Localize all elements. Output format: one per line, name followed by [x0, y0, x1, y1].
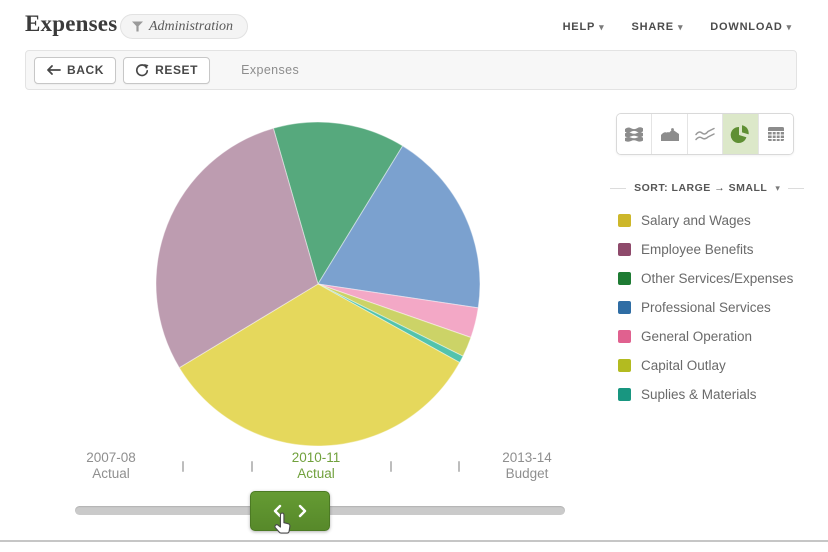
filter-funnel-icon	[132, 21, 143, 32]
left-arrow-icon	[47, 65, 61, 75]
timeline-tick	[182, 461, 184, 472]
timeline-label-2010-11-selected[interactable]: 2010-11 Actual	[292, 450, 341, 482]
timeline-kind: Actual	[297, 466, 335, 481]
legend-item-other-services-expenses[interactable]: Other Services/Expenses	[618, 264, 793, 293]
sort-label: SORT: LARGE → SMALL	[634, 182, 768, 194]
chevron-down-icon: ▾	[599, 21, 605, 32]
timeline-tick	[251, 461, 253, 472]
back-button[interactable]: BACK	[34, 56, 117, 84]
legend-swatch	[618, 388, 631, 401]
legend-swatch	[618, 301, 631, 314]
view-table-button[interactable]	[758, 114, 793, 154]
view-pie-button[interactable]	[723, 114, 759, 154]
divider	[787, 187, 804, 189]
legend-label: Capital Outlay	[641, 358, 726, 373]
line-chart-icon	[695, 127, 715, 141]
legend-swatch	[618, 272, 631, 285]
chart-type-switcher	[616, 113, 794, 155]
view-line-button[interactable]	[687, 114, 724, 154]
timeline-tick	[458, 461, 460, 472]
pie-slice-professional-services[interactable]	[317, 145, 481, 309]
legend-item-suplies-materials[interactable]: Suplies & Materials	[618, 380, 793, 409]
share-menu[interactable]: SHARE ▾	[631, 21, 683, 33]
stream-chart-icon	[625, 127, 644, 142]
filter-chip-label: Administration	[149, 18, 234, 34]
legend-label: Other Services/Expenses	[641, 271, 794, 286]
help-menu-label: HELP	[562, 21, 596, 33]
timeline-slider-handle[interactable]	[250, 491, 330, 531]
sort-dropdown[interactable]: SORT: LARGE → SMALL ▾	[610, 182, 804, 194]
share-menu-label: SHARE	[631, 21, 674, 33]
legend-label: General Operation	[641, 329, 753, 344]
timeline-period: 2007-08	[86, 450, 136, 465]
filter-chip-administration[interactable]: Administration	[120, 14, 249, 39]
pie-slice-employee-benefits[interactable]	[155, 127, 319, 369]
legend-swatch	[618, 243, 631, 256]
legend-item-employee-benefits[interactable]: Employee Benefits	[618, 235, 793, 264]
legend-swatch	[618, 330, 631, 343]
pie-slice-salary-and-wages[interactable]	[178, 283, 461, 447]
legend-item-capital-outlay[interactable]: Capital Outlay	[618, 351, 793, 380]
timeline-kind: Actual	[92, 466, 130, 481]
timeline-kind: Budget	[505, 466, 549, 481]
help-menu[interactable]: HELP ▾	[563, 21, 605, 33]
pie-slice-general-operation[interactable]	[317, 283, 479, 339]
legend-label: Suplies & Materials	[641, 387, 757, 402]
legend-item-salary-and-wages[interactable]: Salary and Wages	[618, 206, 793, 235]
reset-refresh-icon	[136, 64, 149, 77]
legend-swatch	[618, 359, 631, 372]
legend-label: Professional Services	[641, 300, 771, 315]
legend-label: Employee Benefits	[641, 242, 754, 257]
legend-swatch	[618, 214, 631, 227]
view-stacked-area-button[interactable]	[652, 114, 688, 154]
divider	[610, 187, 627, 189]
chevron-down-icon: ▾	[775, 182, 780, 193]
view-stream-button[interactable]	[617, 114, 653, 154]
download-menu-label: DOWNLOAD	[710, 21, 783, 33]
legend-label: Salary and Wages	[641, 213, 751, 228]
legend: Salary and Wages Employee Benefits Other…	[618, 206, 793, 409]
pie-slice-other-services-expenses[interactable]	[272, 121, 404, 286]
download-menu[interactable]: DOWNLOAD ▾	[710, 21, 792, 33]
pie-chart-area	[155, 121, 481, 447]
pie-chart-icon	[731, 125, 750, 143]
reset-button-label: RESET	[155, 63, 199, 77]
timeline-period: 2013-14	[502, 450, 552, 465]
page-bottom-border	[0, 540, 828, 542]
pie-slice-suplies-materials[interactable]	[317, 283, 464, 364]
area-chart-icon	[660, 128, 679, 141]
breadcrumb: Expenses	[241, 63, 300, 77]
back-button-label: BACK	[67, 63, 105, 77]
page-title: Expenses	[25, 11, 118, 36]
timeline-tick	[390, 461, 392, 472]
chevron-down-icon: ▾	[786, 21, 792, 32]
legend-item-professional-services[interactable]: Professional Services	[618, 293, 793, 322]
timeline-label-2007-08[interactable]: 2007-08 Actual	[86, 450, 136, 482]
pie-chart[interactable]	[155, 121, 481, 447]
pie-slice-capital-outlay[interactable]	[317, 283, 472, 357]
chevron-left-icon[interactable]	[272, 504, 282, 518]
toolbar: BACK RESET Expenses	[25, 50, 797, 90]
chevron-down-icon: ▾	[677, 21, 684, 32]
timeline-label-2013-14[interactable]: 2013-14 Budget	[502, 450, 552, 482]
reset-button[interactable]: RESET	[123, 56, 211, 84]
legend-item-general-operation[interactable]: General Operation	[618, 322, 793, 351]
timeline-period: 2010-11	[291, 450, 341, 465]
top-menus: HELP ▾ SHARE ▾ DOWNLOAD ▾	[563, 21, 792, 33]
chevron-right-icon[interactable]	[298, 504, 308, 518]
table-icon	[767, 127, 784, 141]
